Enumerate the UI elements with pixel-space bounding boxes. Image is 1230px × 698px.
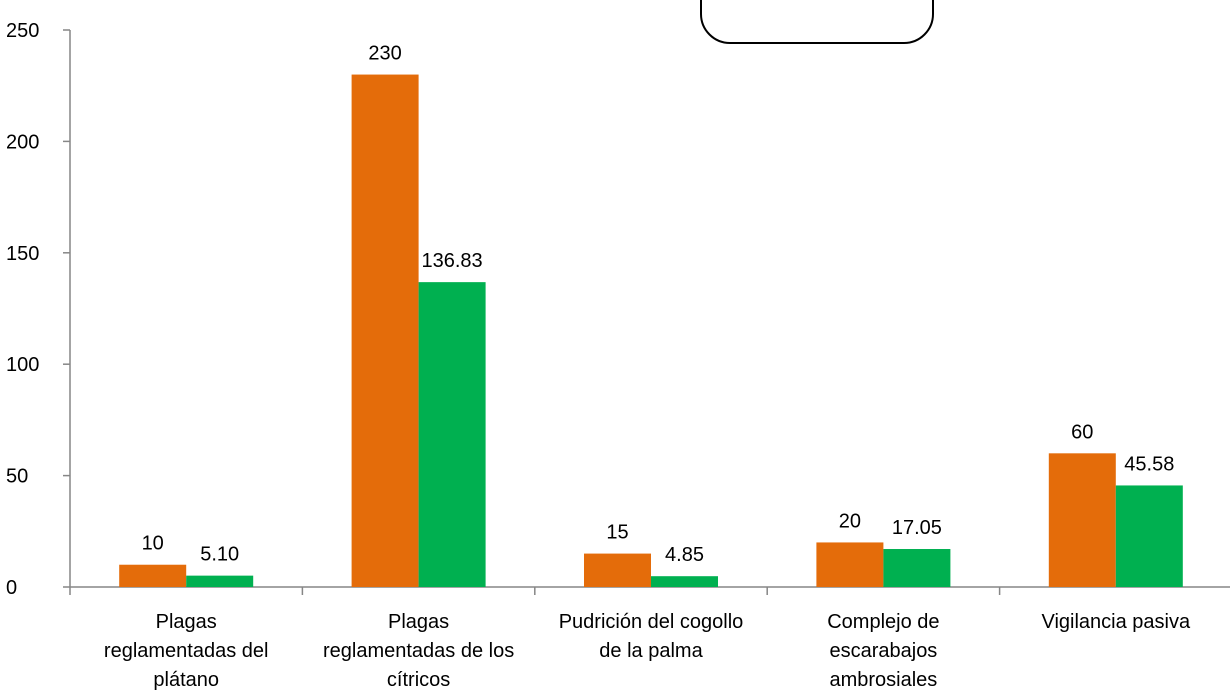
x-category-label-line: Vigilancia pasiva: [1041, 611, 1191, 633]
x-category-label-line: reglamentadas del: [103, 640, 269, 662]
x-category-label-line: reglamentadas de los: [322, 640, 515, 662]
data-label: 60: [1071, 421, 1093, 443]
x-category-label-line: Plagas: [155, 611, 217, 633]
x-category-label: Plagas reglamentadas del plátano: [71, 608, 301, 695]
x-category-label-line: Pudrición del cogollo: [558, 611, 744, 633]
bar-series-1: [1048, 453, 1116, 587]
data-label: 17.05: [892, 517, 942, 539]
x-category-label-line: cítricos: [386, 669, 451, 691]
data-label: 5.10: [200, 544, 239, 566]
x-category-label: Pudrición del cogollo de la palma: [536, 608, 766, 666]
data-label: 4.85: [665, 544, 704, 566]
x-category-label-line: plátano: [153, 669, 219, 691]
x-category-label-line: de la palma: [599, 640, 703, 662]
y-tick-label: 0: [6, 577, 17, 599]
data-label: 45.58: [1124, 453, 1174, 475]
bar-series-2: [1115, 485, 1183, 587]
data-label: 15: [606, 522, 628, 544]
y-tick-label: 200: [6, 131, 39, 153]
bar-series-1: [119, 564, 187, 587]
x-category-label-line: escarabajos: [829, 640, 938, 662]
legend-box: [700, 0, 934, 44]
bar-series-2: [651, 576, 718, 587]
bar-series-2: [186, 575, 254, 587]
x-category-label: Plagas reglamentadas de los cítricos: [304, 608, 534, 695]
y-tick-label: 50: [6, 466, 28, 488]
y-tick-label: 150: [6, 243, 39, 265]
data-label: 10: [142, 533, 164, 555]
bar-series-2: [418, 282, 486, 587]
x-category-label: Complejo de escarabajos ambrosiales: [768, 608, 998, 695]
bar-series-1: [816, 542, 884, 587]
x-category-label-line: Plagas: [388, 611, 450, 633]
bar-series-1: [351, 74, 419, 587]
x-category-label-line: ambrosiales: [829, 669, 938, 691]
bar-series-1: [584, 553, 651, 587]
data-label: 136.83: [422, 250, 483, 272]
data-label: 20: [839, 510, 861, 532]
x-category-label: Vigilancia pasiva: [1001, 608, 1230, 637]
x-category-label-line: Complejo de: [827, 611, 940, 633]
y-tick-label: 250: [6, 20, 39, 42]
data-label: 230: [368, 43, 401, 65]
y-tick-label: 100: [6, 354, 39, 376]
bar-series-2: [883, 549, 951, 587]
